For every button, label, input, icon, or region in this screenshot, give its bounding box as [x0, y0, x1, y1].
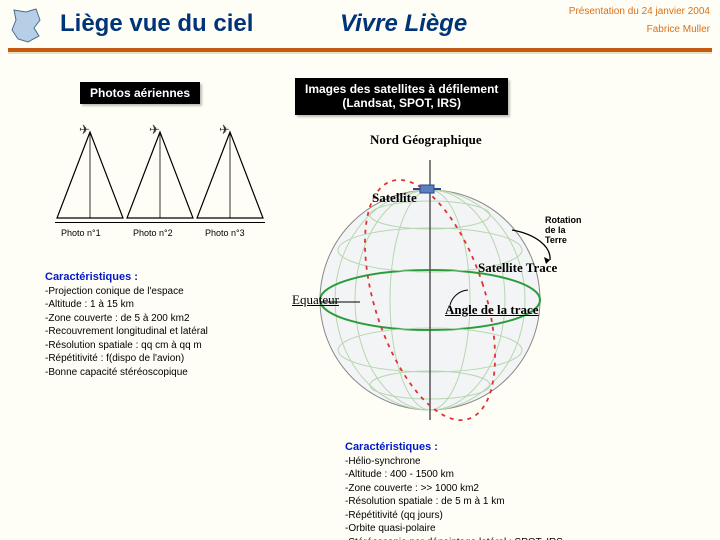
globe-diagram: Nord Géographique Satellite Rotation de …: [300, 130, 580, 430]
aerial-line: -Répétitivité : f(dispo de l'avion): [45, 352, 265, 366]
aerial-line: -Zone couverte : de 5 à 200 km2: [45, 312, 265, 326]
satellite-characteristics: Caractéristiques : -Hélio-synchrone -Alt…: [345, 440, 605, 540]
aerial-line: -Résolution spatiale : qq cm à qq m: [45, 339, 265, 353]
sat-caract-heading: Caractéristiques :: [345, 440, 605, 455]
globe-trace-label: Satellite Trace: [478, 260, 557, 276]
aerial-diagram: ✈︎ ✈︎ ✈︎ Photo n°1 Photo n°2 Photo n°3: [55, 130, 265, 245]
aerial-line: -Projection conique de l'espace: [45, 285, 265, 299]
plane-icon: ✈︎: [219, 122, 230, 138]
aerial-baseline: [55, 222, 265, 223]
aerial-line: -Recouvrement longitudinal et latéral: [45, 325, 265, 339]
photo2-label: Photo n°2: [133, 228, 173, 238]
sat-line: -Répétitivité (qq jours): [345, 509, 605, 523]
aerial-caract-heading: Caractéristiques :: [45, 270, 265, 285]
presentation-date: Présentation du 24 janvier 2004: [569, 6, 710, 17]
sat-line: -Altitude : 400 - 1500 km: [345, 468, 605, 482]
photo3-label: Photo n°3: [205, 228, 245, 238]
plane-icon: ✈︎: [149, 122, 160, 138]
globe-north-label: Nord Géographique: [370, 132, 482, 148]
aerial-characteristics: Caractéristiques : -Projection conique d…: [45, 270, 265, 379]
aerial-line: -Bonne capacité stéréoscopique: [45, 366, 265, 380]
title-left: Liège vue du ciel: [60, 10, 253, 38]
sat-line: -Orbite quasi-polaire: [345, 522, 605, 536]
globe-satellite-label: Satellite: [372, 190, 417, 206]
sat-line: -Résolution spatiale : de 5 m à 1 km: [345, 495, 605, 509]
aerial-line: -Altitude : 1 à 15 km: [45, 298, 265, 312]
plane-icon: ✈︎: [79, 122, 90, 138]
header-rule: [8, 48, 712, 52]
sat-line: -Zone couverte : >> 1000 km2: [345, 482, 605, 496]
globe-angle-label: Angle de la trace: [445, 302, 539, 318]
sat-line: -Hélio-synchrone: [345, 455, 605, 469]
globe-equator-label: Equateur: [292, 292, 339, 308]
slide-root: Liège vue du ciel Vivre Liège Présentati…: [0, 0, 720, 540]
globe-svg: [300, 130, 580, 430]
sat-line: -Stéréoscopie par dépointage latéral : S…: [345, 536, 605, 540]
globe-rotation-label: Rotation de la Terre: [545, 215, 582, 245]
photos-heading-box: Photos aériennes: [80, 82, 200, 104]
logo-icon: [6, 6, 46, 46]
photo1-label: Photo n°1: [61, 228, 101, 238]
title-mid: Vivre Liège: [340, 10, 467, 38]
satellites-heading-box: Images des satellites à défilement (Land…: [295, 78, 508, 115]
author-name: Fabrice Muller: [647, 24, 710, 35]
